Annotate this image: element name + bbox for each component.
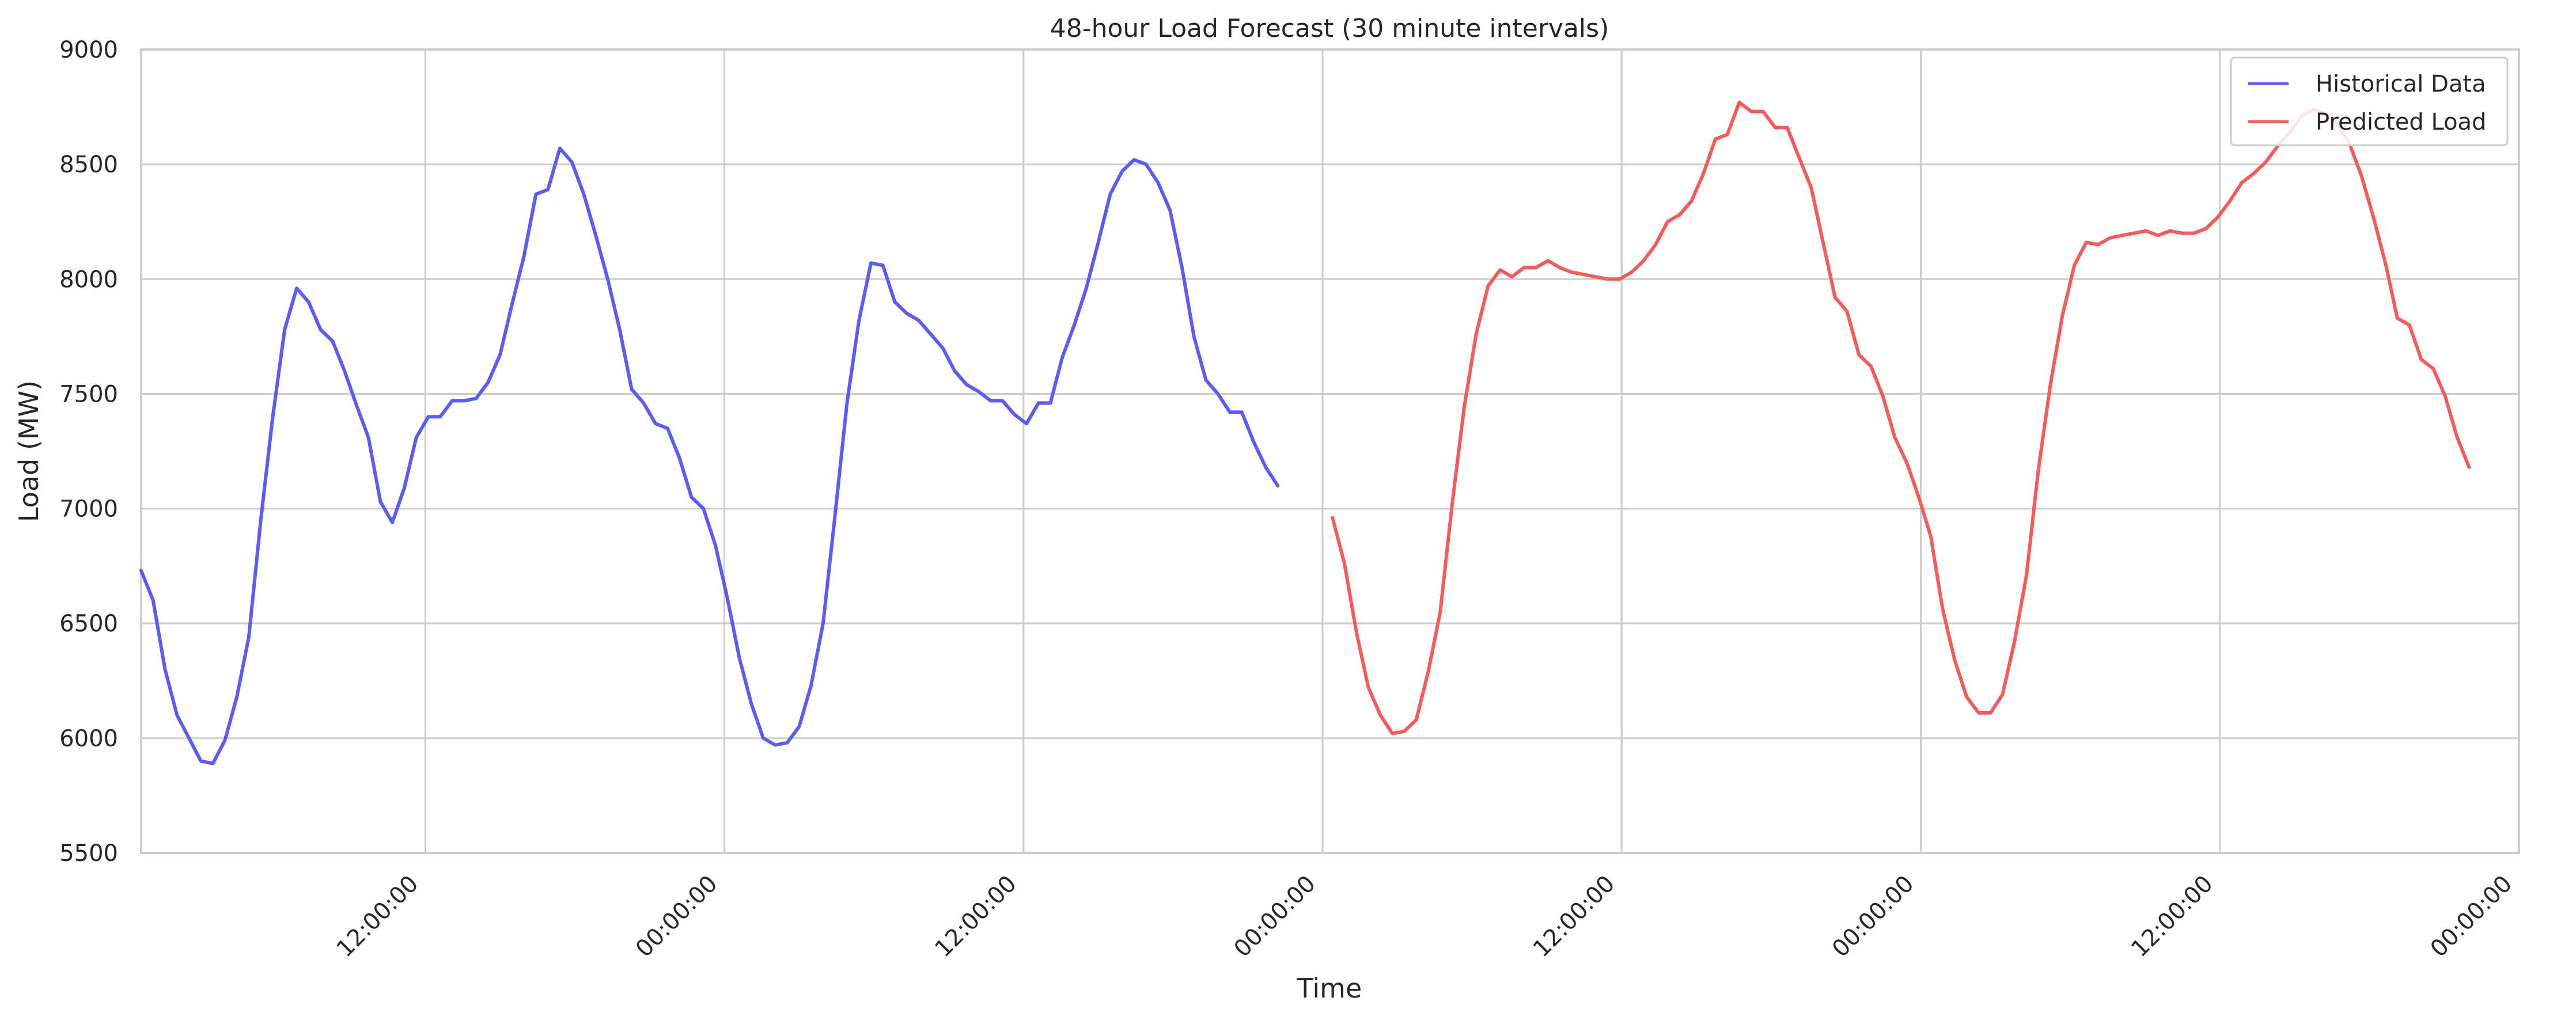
y-axis-label: Load (MW) [13, 380, 44, 522]
x-tick-label: 12:00:00 [930, 871, 1022, 963]
series-layer [139, 100, 2471, 765]
y-tick-label: 6000 [59, 726, 118, 752]
x-axis-label: Time [1297, 973, 1362, 1004]
x-tick-labels: 12:00:00 00:00:00 12:00:00 00:00:00 12:00:00… [332, 871, 2517, 963]
series-line-historical [139, 146, 1280, 765]
x-tick-label: 00:00:00 [1827, 871, 1919, 963]
legend: Historical Data Predicted Load [2230, 56, 2509, 146]
y-tick-label: 7000 [59, 496, 118, 523]
chart-title: 48-hour Load Forecast (30 minute interva… [1050, 14, 1609, 43]
y-tick-label: 7500 [59, 381, 118, 407]
y-tick-labels: 5500 6000 6500 7000 7500 8000 8500 9000 [59, 37, 118, 867]
plot-frame [140, 48, 2520, 854]
y-tick-label: 8500 [59, 152, 118, 178]
legend-box [2230, 56, 2509, 146]
x-tick-label: 00:00:00 [1229, 871, 1321, 963]
y-tick-label: 6500 [59, 611, 118, 637]
series-line-predicted [1331, 100, 2471, 735]
gridlines [141, 48, 2520, 854]
x-tick-label: 00:00:00 [2426, 871, 2518, 963]
x-tick-label: 12:00:00 [332, 871, 424, 963]
x-tick-label: 00:00:00 [631, 871, 723, 963]
x-tick-label: 12:00:00 [1528, 871, 1620, 963]
y-tick-label: 8000 [59, 266, 118, 293]
x-tick-label: 12:00:00 [2126, 871, 2218, 963]
legend-label-predicted: Predicted Load [2316, 109, 2486, 135]
y-tick-label: 5500 [59, 840, 118, 867]
legend-label-historical: Historical Data [2316, 71, 2486, 97]
y-tick-label: 9000 [59, 37, 118, 63]
